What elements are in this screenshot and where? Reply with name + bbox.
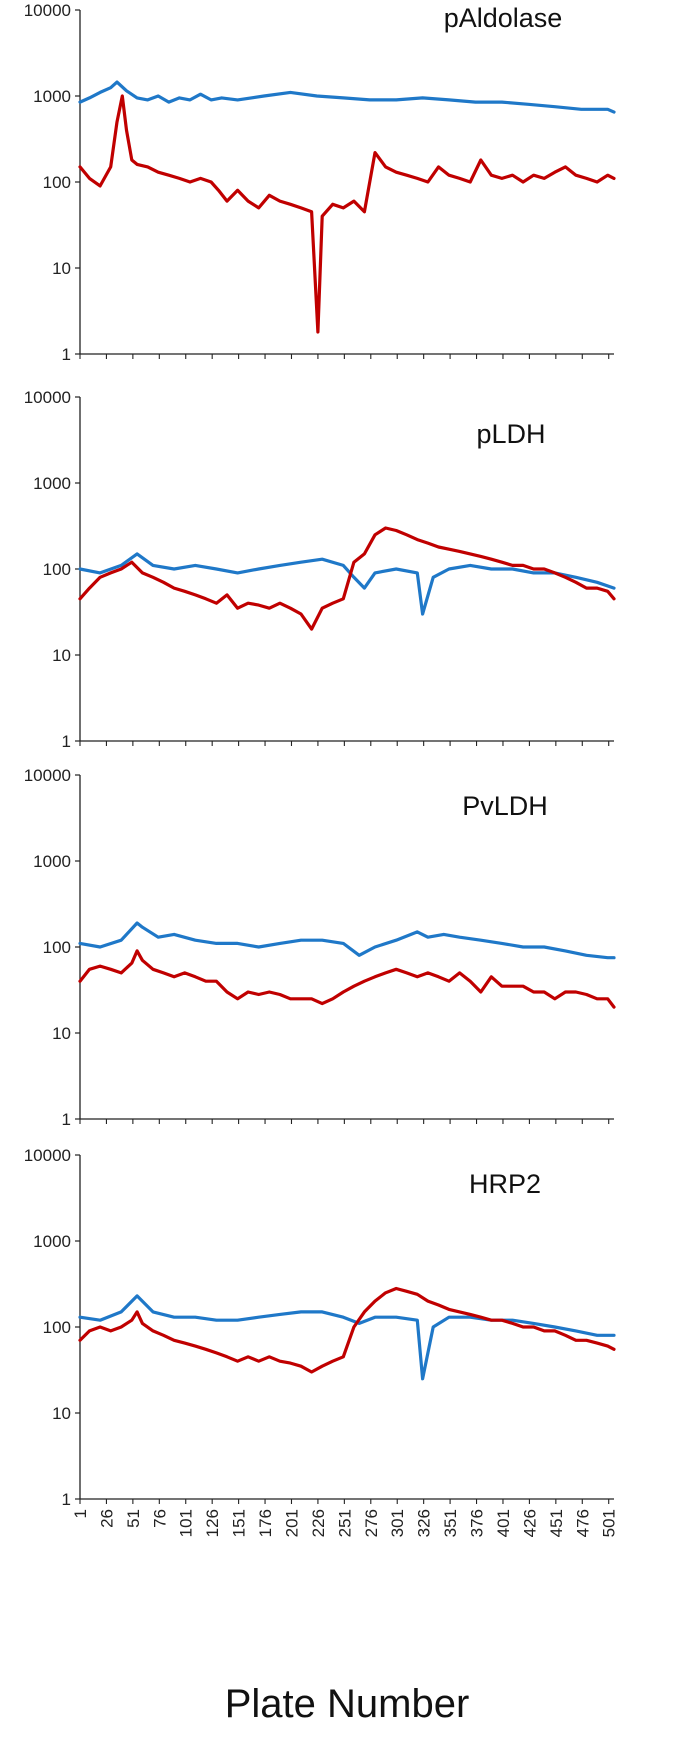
x-tick-label: 101 xyxy=(177,1509,196,1537)
x-tick-label: 326 xyxy=(415,1509,434,1537)
x-tick-label: 401 xyxy=(494,1509,513,1537)
x-tick-label: 201 xyxy=(282,1509,301,1537)
x-axis-title: Plate Number xyxy=(225,1682,470,1726)
x-tick-label: 176 xyxy=(256,1509,275,1537)
panel-title: HRP2 xyxy=(469,1169,541,1199)
x-tick-label: 151 xyxy=(230,1509,249,1537)
y-tick-label: 1 xyxy=(62,732,71,751)
y-tick-label: 10 xyxy=(52,1404,71,1423)
x-tick-label: 426 xyxy=(520,1509,539,1537)
y-tick-label: 10 xyxy=(52,1024,71,1043)
y-tick-label: 100 xyxy=(43,560,71,579)
chart-panel-1: 1 10 100 1000 10000 pLDH xyxy=(24,388,616,751)
series-line-red xyxy=(78,1286,616,1374)
y-tick-label: 100 xyxy=(43,1318,71,1337)
x-tick-label: 376 xyxy=(468,1509,487,1537)
y-tick-label: 100 xyxy=(43,938,71,957)
y-tick-label: 1000 xyxy=(33,1232,71,1251)
panel-title: pAldolase xyxy=(444,3,563,33)
x-tick-label: 476 xyxy=(573,1509,592,1537)
chart-panel-2: 1 10 100 1000 10000 PvLDH xyxy=(24,766,616,1129)
y-tick-label: 10000 xyxy=(24,766,71,785)
x-tick-label: 76 xyxy=(150,1509,169,1528)
series-line-red xyxy=(78,94,616,334)
panel-title: pLDH xyxy=(476,419,545,449)
x-tick-label: 51 xyxy=(124,1509,143,1528)
y-tick-label: 1 xyxy=(62,1110,71,1129)
series-line-red xyxy=(78,949,616,1009)
x-tick-label: 301 xyxy=(388,1509,407,1537)
x-tick-label: 276 xyxy=(362,1509,381,1537)
y-tick-label: 1 xyxy=(62,1490,71,1509)
y-tick-label: 10000 xyxy=(24,1,71,20)
y-tick-label: 10000 xyxy=(24,1146,71,1165)
series-line-blue xyxy=(78,80,616,114)
panel-title: PvLDH xyxy=(462,791,548,821)
series-line-red xyxy=(78,526,616,631)
y-tick-label: 1000 xyxy=(33,474,71,493)
y-tick-label: 100 xyxy=(43,173,71,192)
x-tick-label: 351 xyxy=(441,1509,460,1537)
x-tick-label: 1 xyxy=(71,1509,90,1518)
series-line-blue xyxy=(78,921,616,960)
x-tick-label: 26 xyxy=(97,1509,116,1528)
x-tick-label: 501 xyxy=(600,1509,619,1537)
y-tick-label: 1 xyxy=(62,345,71,364)
y-tick-label: 1000 xyxy=(33,852,71,871)
y-tick-label: 1000 xyxy=(33,87,71,106)
series-line-blue xyxy=(78,1294,616,1381)
chart-panel-0: 1 10 100 1000 10000 pAldolase xyxy=(24,1,616,364)
series-line-blue xyxy=(78,552,616,616)
y-tick-label: 10 xyxy=(52,646,71,665)
y-tick-label: 10 xyxy=(52,259,71,278)
x-tick-label: 126 xyxy=(203,1509,222,1537)
x-tick-label: 451 xyxy=(547,1509,566,1537)
x-tick-label: 251 xyxy=(335,1509,354,1537)
x-tick-label: 226 xyxy=(309,1509,328,1537)
y-tick-label: 10000 xyxy=(24,388,71,407)
